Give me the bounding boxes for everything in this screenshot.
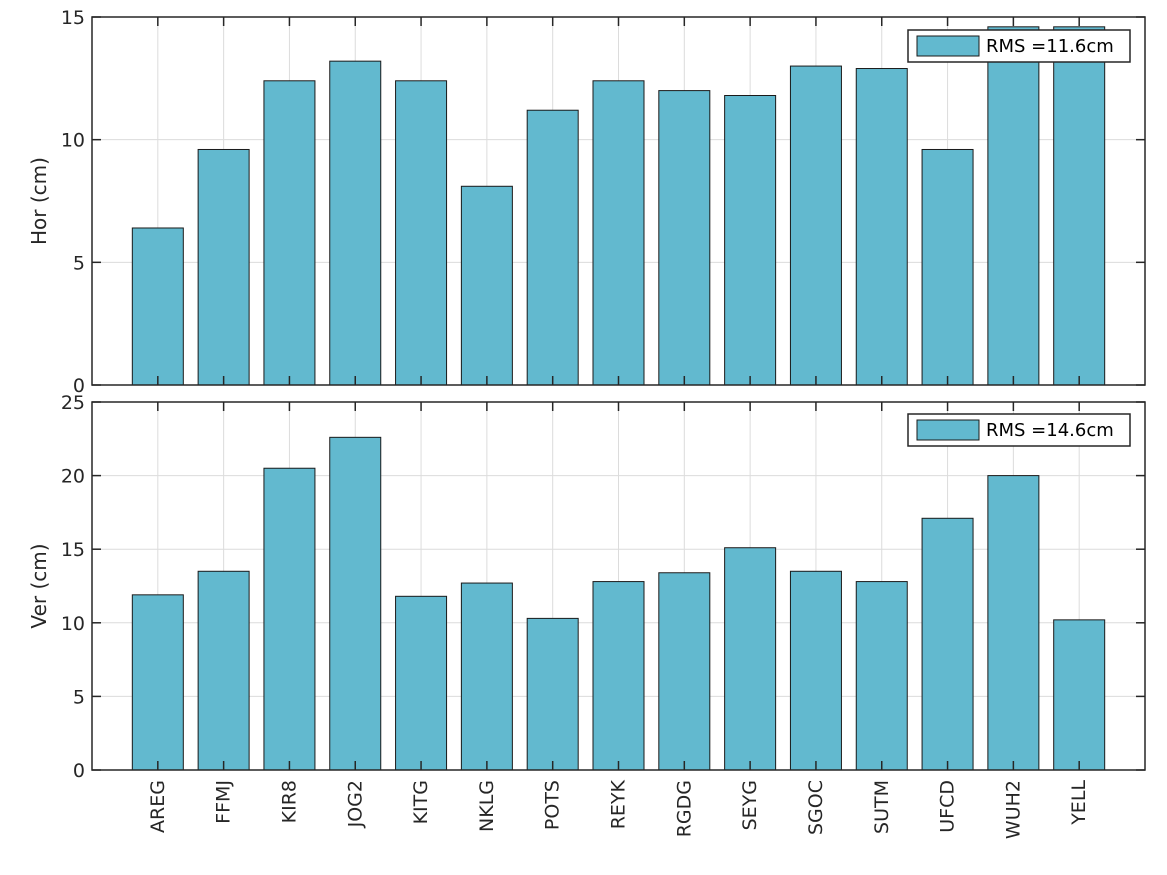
x-tick-label-rgdg: RGDG — [673, 780, 695, 837]
bar-jog2 — [329, 436, 382, 771]
x-tick-label-ffmj: FFMJ — [213, 780, 235, 824]
bar-ufcd — [921, 517, 974, 771]
bar-kitg — [395, 595, 448, 771]
x-tick-label-areg: AREG — [147, 780, 169, 833]
x-tick-label-ufcd: UFCD — [937, 780, 959, 833]
bar-pots — [526, 617, 579, 771]
y-tick-label: 0 — [73, 760, 85, 782]
legend-label: RMS =14.6cm — [986, 420, 1114, 441]
bar-ufcd — [921, 148, 974, 386]
bar-nklg — [460, 582, 513, 771]
x-tick-label-yell: YELL — [1068, 780, 1090, 826]
y-tick-label: 5 — [73, 686, 85, 708]
bar-kir8 — [263, 467, 316, 771]
bar-kir8 — [263, 80, 316, 386]
panel-2: 0 5 10 15 20 25 Ver (cm) RMS =14.6cm AREG FFMJ KIR… — [27, 392, 1146, 839]
x-tick-label-kir8: KIR8 — [278, 780, 300, 823]
bar-rgdg — [658, 572, 711, 771]
y-axis-label: Ver (cm) — [27, 543, 51, 628]
y-tick-label: 10 — [61, 613, 85, 635]
bar-jog2 — [329, 60, 382, 386]
legend-swatch — [916, 35, 980, 57]
bar-sutm — [855, 68, 908, 386]
bar-seyg — [724, 95, 777, 386]
x-tick-label-seyg: SEYG — [739, 780, 761, 830]
y-tick-label: 10 — [61, 130, 85, 152]
bar-pots — [526, 109, 579, 386]
bar-areg — [131, 227, 184, 386]
bar-kitg — [395, 80, 448, 386]
x-tick-label-pots: POTS — [542, 780, 564, 830]
bar-reyk — [592, 581, 645, 771]
bar-reyk — [592, 80, 645, 386]
x-tick-label-nklg: NKLG — [476, 780, 498, 832]
x-tick-label-reyk: REYK — [608, 779, 630, 829]
y-tick-label: 15 — [61, 539, 85, 561]
bar-yell — [1053, 619, 1106, 771]
bar-yell — [1053, 26, 1106, 386]
legend: RMS =11.6cm — [907, 29, 1131, 63]
bar-wuh2 — [987, 475, 1040, 771]
x-tick-label-sutm: SUTM — [871, 780, 893, 834]
y-tick-label: 20 — [61, 466, 85, 488]
x-tick-label-jog2: JOG2 — [344, 780, 366, 828]
legend-label: RMS =11.6cm — [986, 36, 1114, 57]
bar-sgoc — [789, 65, 842, 386]
y-tick-label: 0 — [73, 375, 85, 397]
bar-wuh2 — [987, 26, 1040, 386]
x-tick-label-sgoc: SGOC — [805, 780, 827, 835]
bar-ffmj — [197, 148, 250, 386]
panel-1: 0 5 10 15 Hor (cm) RMS =11.6cm — [27, 7, 1146, 397]
x-tick-label-kitg: KITG — [410, 780, 432, 824]
y-axis-label: Hor (cm) — [27, 157, 51, 245]
bar-nklg — [460, 185, 513, 386]
y-tick-label: 15 — [61, 7, 85, 29]
x-tick-label-wuh2: WUH2 — [1002, 780, 1024, 839]
bar-areg — [131, 594, 184, 771]
y-tick-label: 5 — [73, 252, 85, 274]
y-tick-label: 25 — [61, 392, 85, 414]
bar-sgoc — [789, 570, 842, 771]
bar-rgdg — [658, 90, 711, 386]
legend-swatch — [916, 419, 980, 441]
legend: RMS =14.6cm — [907, 413, 1131, 447]
bar-seyg — [724, 547, 777, 771]
bar-sutm — [855, 581, 908, 771]
bar-ffmj — [197, 570, 250, 771]
